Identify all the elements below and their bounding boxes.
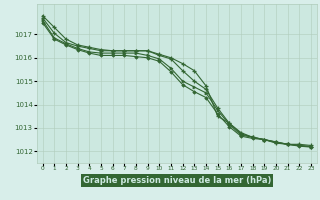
X-axis label: Graphe pression niveau de la mer (hPa): Graphe pression niveau de la mer (hPa) (83, 176, 271, 185)
